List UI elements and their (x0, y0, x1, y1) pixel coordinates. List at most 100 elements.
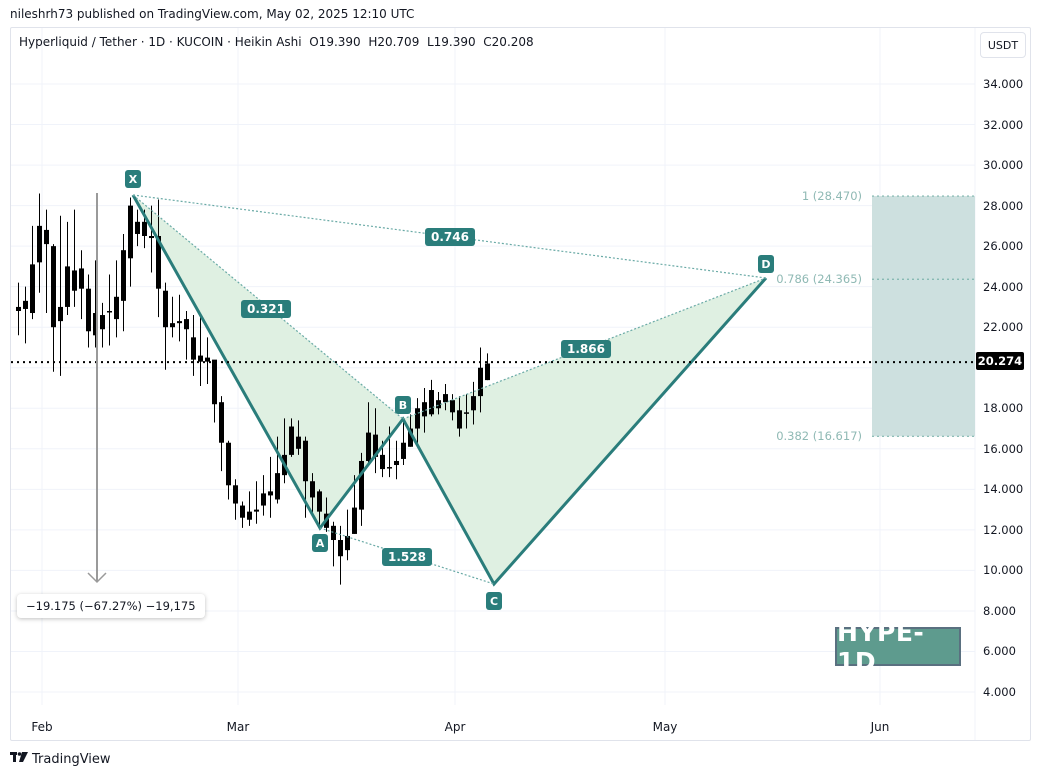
candle-body (443, 394, 448, 403)
price-tick: 18.000 (983, 401, 1024, 416)
candle-body (86, 288, 91, 332)
candle-body (177, 321, 182, 324)
candle-body (16, 306, 21, 311)
price-tick: 14.000 (983, 482, 1024, 497)
pattern-point-a[interactable]: A (312, 534, 328, 552)
price-tick: 34.000 (983, 77, 1024, 91)
candle-body (226, 442, 231, 486)
candle-body (275, 473, 280, 500)
price-tick: 6.000 (983, 644, 1016, 659)
candle-body (170, 323, 175, 328)
candle-body (408, 428, 413, 447)
candle-body (44, 229, 49, 245)
candle-body (478, 367, 483, 397)
candle-body (205, 357, 210, 362)
candle-body (289, 426, 294, 455)
bcd-fill (403, 278, 766, 584)
fib-level-label: 0.382 (16.617) (776, 429, 862, 444)
price-tick: 28.000 (983, 198, 1024, 213)
pattern-point-b[interactable]: B (395, 396, 411, 414)
candle-body (345, 535, 350, 551)
candle-body (93, 313, 98, 336)
candle-body (485, 363, 490, 381)
candle-body (65, 266, 70, 307)
candle-body (23, 300, 28, 309)
candle-body (359, 460, 364, 510)
time-tick: May (652, 720, 678, 734)
price-tick: 26.000 (983, 239, 1024, 254)
ohlc-low: L19.390 (426, 35, 476, 49)
ratio-label-ac[interactable]: 1.528 (382, 548, 432, 566)
candle-body (366, 432, 371, 461)
candle-body (429, 390, 434, 415)
ohlc-high: H20.709 (368, 35, 420, 49)
candle-body (30, 264, 35, 314)
symbol-watermark: HYPE-1D (835, 618, 961, 676)
candle-body (261, 493, 266, 506)
candle-body (51, 246, 56, 328)
ratio-label-xb[interactable]: 0.321 (241, 300, 291, 318)
price-tick: 8.000 (983, 603, 1016, 618)
candle-body (303, 440, 308, 482)
candle-body (79, 268, 84, 289)
candle-body (415, 408, 420, 429)
pattern-line (131, 194, 768, 587)
candle-body (373, 434, 378, 457)
pattern-ratio-line (132, 194, 767, 279)
tradingview-brand: TradingView (32, 751, 111, 767)
currency-button[interactable]: USDT (980, 32, 1026, 58)
price-tick: 16.000 (983, 441, 1024, 456)
candle-body (156, 236, 161, 289)
ratio-label-xd[interactable]: 0.746 (425, 228, 475, 246)
tradingview-logo[interactable]: TradingView (10, 751, 111, 767)
candle-body (471, 396, 476, 411)
measure-tooltip: −19.175 (−67.27%) −19,175 (17, 594, 205, 618)
price-tick: 4.000 (983, 685, 1016, 699)
pattern-ratio-line (319, 527, 495, 585)
chart-frame (10, 27, 1031, 741)
candle-body (58, 306, 63, 322)
candle-body (457, 410, 462, 429)
current-price-tag: 20.274 (976, 352, 1024, 370)
candle-body (394, 460, 399, 466)
candle-body (422, 402, 427, 417)
candle-body (128, 205, 133, 259)
candle-body (436, 400, 441, 409)
ohlc-open: O19.390 (309, 35, 361, 49)
candle-body (107, 310, 112, 313)
candle-body (219, 402, 224, 443)
symbol-legend: Hyperliquid / Tether · 1D · KUCOIN · Hei… (19, 35, 534, 49)
candle-body (121, 250, 126, 301)
fib-level-label: 1 (28.470) (801, 189, 862, 204)
candle-body (254, 509, 259, 512)
tradingview-mark-icon (10, 751, 28, 767)
candle-body (37, 225, 42, 263)
price-tick: 30.000 (983, 158, 1024, 173)
time-tick: Apr (444, 720, 466, 734)
candle-body (100, 315, 105, 330)
symbol-name[interactable]: Hyperliquid / Tether · 1D · KUCOIN · Hei… (19, 35, 302, 49)
target-zone (872, 196, 975, 437)
candle-body (331, 525, 336, 541)
candle-body (149, 236, 154, 239)
price-tick: 12.000 (983, 522, 1024, 537)
candle-body (317, 491, 322, 512)
candle-body (464, 412, 469, 414)
pattern-point-x[interactable]: X (125, 170, 141, 188)
candle-body (310, 481, 315, 498)
pattern-point-d[interactable]: D (758, 255, 774, 273)
ratio-label-bd[interactable]: 1.866 (561, 340, 611, 358)
candle-body (247, 511, 252, 520)
candle-body (191, 337, 196, 360)
candle-body (352, 507, 357, 534)
candle-body (72, 270, 77, 291)
time-tick: Mar (226, 720, 250, 734)
candle-body (142, 221, 147, 237)
time-tick: Feb (31, 720, 53, 734)
pattern-point-c[interactable]: C (486, 592, 502, 610)
arrow-down-icon (87, 572, 107, 584)
candle-body (233, 485, 238, 504)
candle-body (401, 442, 406, 459)
pattern-ratio-line (132, 194, 404, 420)
